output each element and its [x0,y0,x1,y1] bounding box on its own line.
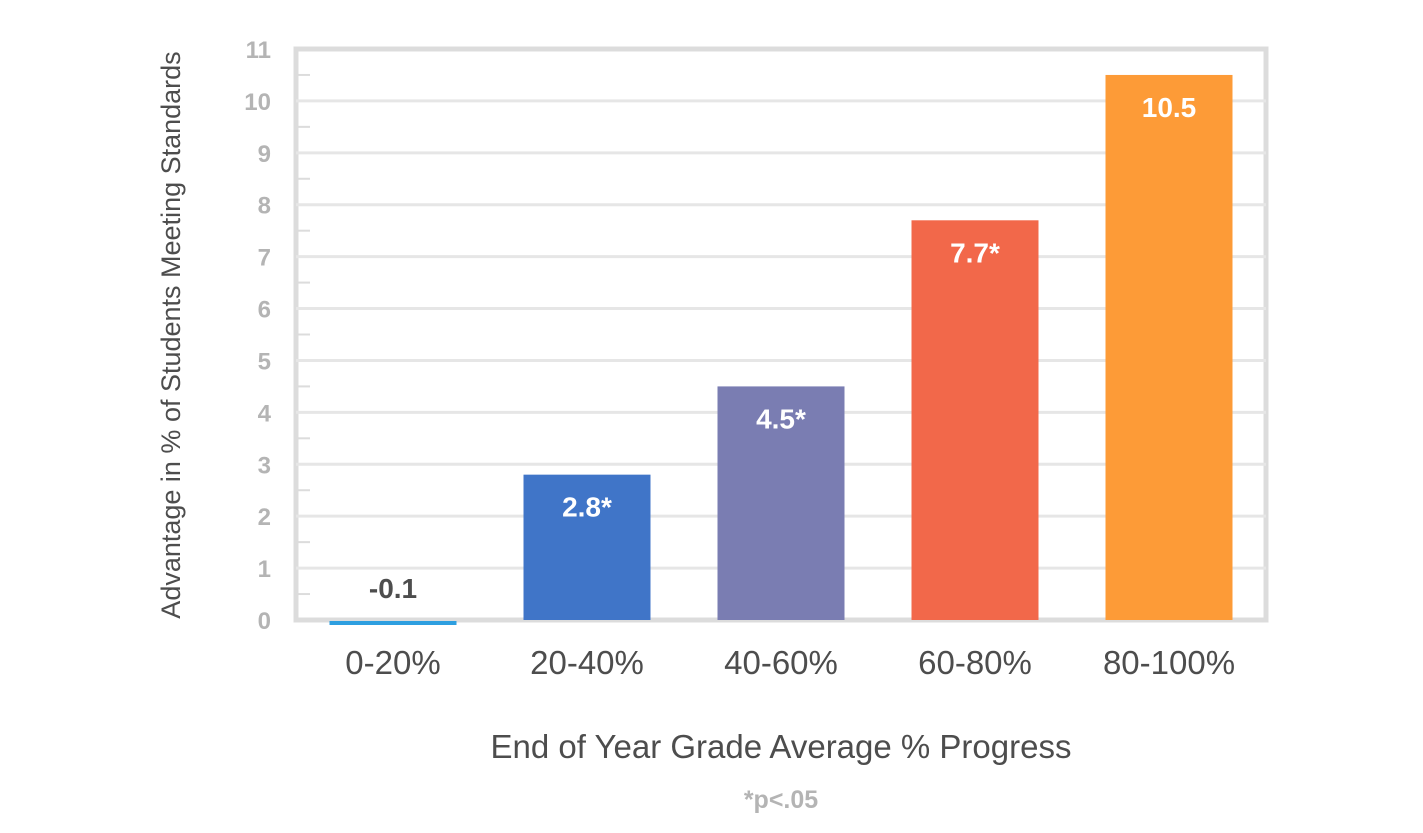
data-labels: -0.1 2.8* 4.5* 7.7* 10.5 [369,92,1196,604]
x-tick-label: 20-40% [530,644,644,681]
data-label: 2.8* [562,492,612,523]
gridlines [296,73,1266,596]
y-tick-label: 1 [258,556,271,583]
y-tick-label: 6 [258,297,271,324]
y-tick-label: 8 [258,193,271,220]
data-label: 7.7* [950,237,1000,268]
y-tick-label: 2 [258,504,271,531]
bar-40-60% [717,386,845,620]
footnote: *p<.05 [744,786,818,814]
x-tick-labels: 0-20% 20-40% 40-60% 60-80% 80-100% [345,644,1235,681]
y-tick-label: 4 [258,400,272,427]
x-tick-label: 0-20% [345,644,440,681]
bar-0-20% [329,621,457,625]
y-tick-label: 9 [258,141,271,168]
x-axis-label: End of Year Grade Average % Progress [491,728,1072,765]
data-label: 4.5* [756,403,806,434]
data-label: -0.1 [369,573,417,604]
y-tick-label: 0 [258,608,271,635]
x-tick-label: 80-100% [1103,644,1235,681]
y-tick-label: 7 [258,245,271,272]
y-tick-label: 3 [258,452,271,479]
x-tick-label: 40-60% [724,644,838,681]
y-tick-label: 11 [246,37,271,64]
bar-20-40% [523,474,651,620]
y-axis-label: Advantage in % of Students Meeting Stand… [156,51,186,618]
y-tick-label: 10 [244,89,271,116]
bars [329,74,1233,625]
y-tick-label: 5 [258,348,271,375]
bar-80-100% [1105,74,1233,621]
x-tick-label: 60-80% [918,644,1032,681]
data-label: 10.5 [1142,92,1197,123]
y-tick-labels: 0 1 2 3 4 5 6 7 8 9 10 11 [244,37,271,635]
bar-60-80% [911,220,1039,621]
